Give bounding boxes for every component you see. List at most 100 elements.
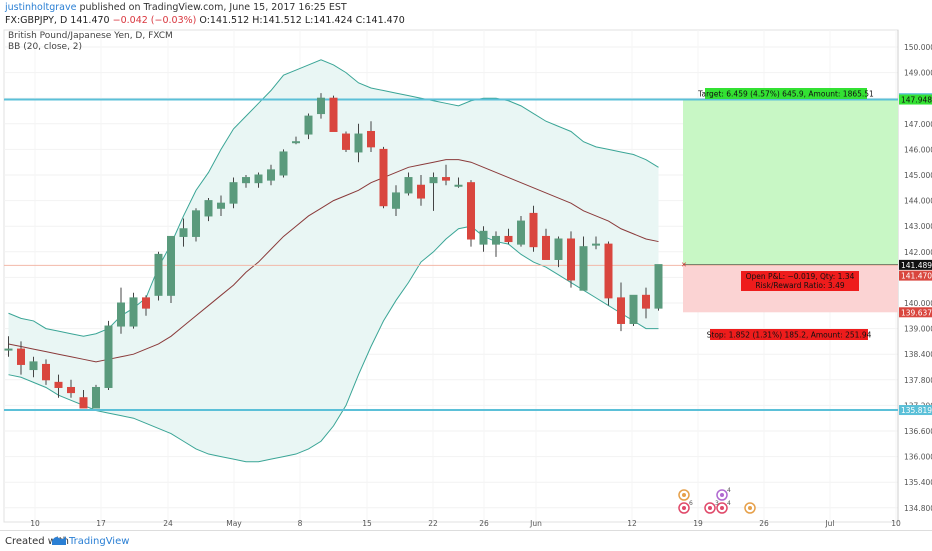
candle-body[interactable]	[204, 200, 213, 217]
indicator-legend[interactable]: BB (20, close, 2)	[8, 42, 83, 52]
stop-label-bg	[710, 329, 868, 340]
candle-body[interactable]	[292, 141, 300, 144]
axis-label-entry: 141.489	[901, 261, 932, 270]
ohlc-values: O:141.512 H:141.512 L:141.424 C:141.470	[199, 15, 405, 26]
axis-label-entry-bg	[899, 259, 932, 270]
candle-body[interactable]	[217, 202, 225, 209]
candle-body[interactable]	[517, 220, 525, 245]
candle-body[interactable]	[167, 235, 175, 296]
candle-body[interactable]	[579, 246, 588, 291]
y-tick-label: 136.600	[904, 427, 932, 436]
candle-body[interactable]	[342, 133, 350, 150]
x-tick-label: 19	[693, 519, 703, 528]
candle-body[interactable]	[604, 243, 613, 299]
candle-body[interactable]	[117, 302, 125, 327]
candle-body[interactable]	[242, 177, 250, 184]
candle-body[interactable]	[504, 235, 513, 243]
x-tick-label: Jun	[529, 519, 542, 528]
symbol-line: FX:GBPJPY, D 141.470 −0.042 (−0.03%) O:1…	[5, 15, 405, 27]
target-zone[interactable]	[683, 99, 898, 265]
x-tick-label: 22	[428, 519, 438, 528]
event-count-label: 4	[727, 500, 731, 507]
x-tick-label: 17	[96, 519, 106, 528]
candle-body[interactable]	[129, 297, 138, 327]
instrument-title: British Pound/Japanese Yen, D, FXCM	[8, 31, 173, 41]
candle-body[interactable]	[279, 151, 288, 176]
candle-body[interactable]	[104, 325, 113, 388]
y-tick-label: 136.000	[904, 453, 932, 462]
candle-body[interactable]	[417, 184, 425, 199]
x-tick-label: 26	[759, 519, 769, 528]
candle-body[interactable]	[404, 177, 413, 194]
candle-body[interactable]	[367, 130, 375, 148]
candle-body[interactable]	[392, 192, 400, 209]
publish-header: justinholtgrave published on TradingView…	[5, 2, 347, 14]
candle-body[interactable]	[92, 386, 100, 409]
candle-body[interactable]	[42, 363, 50, 381]
candle-body[interactable]	[192, 210, 200, 237]
candle-body[interactable]	[429, 177, 438, 184]
price-value: 141.470	[70, 15, 110, 26]
y-tick-label: 144.000	[904, 197, 932, 206]
event-marker-dot	[720, 493, 724, 497]
event-marker-dot	[682, 493, 686, 497]
axis-label-support: 135.819	[901, 406, 932, 415]
candle-body[interactable]	[479, 230, 488, 245]
bb-lower-line[interactable]	[8, 225, 659, 463]
candle-body[interactable]	[254, 174, 263, 184]
y-tick-label: 149.000	[904, 69, 932, 78]
candle-body[interactable]	[492, 235, 500, 245]
bb-basis-line[interactable]	[8, 159, 659, 363]
event-count-label: 3	[715, 500, 719, 507]
y-tick-label: 138.400	[904, 350, 932, 359]
candle-body[interactable]	[267, 169, 275, 181]
candle-body[interactable]	[592, 243, 600, 246]
candle-body[interactable]	[567, 238, 575, 281]
tradingview-brand[interactable]: TradingView	[69, 536, 130, 547]
candle-body[interactable]	[17, 348, 25, 365]
candle-body[interactable]	[79, 397, 88, 409]
candle-body[interactable]	[454, 184, 463, 187]
candle-body[interactable]	[179, 228, 188, 237]
event-marker-dot	[720, 506, 724, 510]
target-label: Target: 6.459 (4.57%) 645.9, Amount: 186…	[697, 90, 874, 99]
target-label-bg	[705, 88, 867, 99]
event-marker-dot	[748, 506, 752, 510]
candle-body[interactable]	[304, 115, 313, 135]
candle-body[interactable]	[4, 348, 13, 351]
candle-body[interactable]	[529, 212, 538, 248]
candle-body[interactable]	[554, 238, 563, 260]
x-tick-label: 26	[479, 519, 489, 528]
candle-body[interactable]	[154, 253, 163, 296]
axis-label-stop: 139.637	[901, 308, 932, 317]
axis-label-stop-bg	[899, 307, 932, 318]
x-tick-label: 12	[627, 519, 637, 528]
candle-body[interactable]	[654, 264, 663, 309]
candle-body[interactable]	[379, 148, 388, 207]
bb-upper-line[interactable]	[8, 59, 659, 337]
event-marker-dot	[682, 506, 686, 510]
y-tick-label: 140.000	[904, 299, 932, 308]
candle-body[interactable]	[642, 294, 650, 309]
candle-body[interactable]	[67, 386, 75, 394]
candle-body[interactable]	[54, 381, 63, 388]
candle-body[interactable]	[229, 182, 238, 204]
candle-body[interactable]	[629, 294, 638, 324]
y-tick-label: 139.000	[904, 325, 932, 334]
candle-body[interactable]	[467, 182, 475, 240]
candle-body[interactable]	[329, 97, 338, 132]
candle-body[interactable]	[442, 177, 450, 181]
risk-reward-label: Risk/Reward Ratio: 3.49	[755, 281, 844, 290]
publish-info: published on TradingView.com, June 15, 2…	[76, 2, 347, 13]
axis-label-current: 141.470	[901, 272, 932, 281]
candle-body[interactable]	[617, 297, 625, 324]
candle-body[interactable]	[142, 297, 150, 309]
candle-body[interactable]	[317, 97, 325, 115]
candle-body[interactable]	[354, 133, 363, 153]
candle-body[interactable]	[542, 235, 550, 260]
axis-label-target-bg	[899, 94, 932, 105]
author-link[interactable]: justinholtgrave	[5, 2, 77, 13]
candle-body[interactable]	[29, 361, 38, 371]
symbol-label: FX:GBPJPY, D	[5, 15, 68, 26]
